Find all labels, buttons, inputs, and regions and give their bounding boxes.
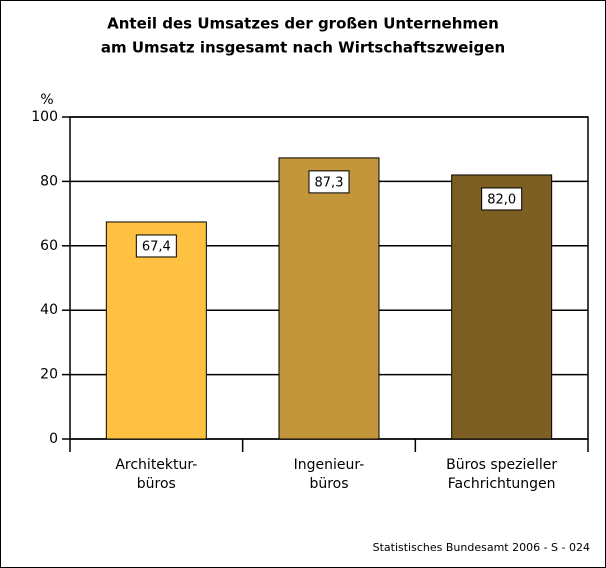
value-label: 67,4 bbox=[142, 239, 171, 254]
y-tick-label: 80 bbox=[40, 173, 58, 189]
x-tick-label: büros bbox=[309, 476, 348, 492]
value-label: 82,0 bbox=[487, 192, 516, 207]
x-tick-label: Architektur- bbox=[115, 457, 197, 473]
value-label-box bbox=[308, 170, 350, 194]
chart-title: am Umsatz insgesamt nach Wirtschaftszwei… bbox=[101, 39, 505, 57]
y-unit: % bbox=[40, 92, 53, 108]
bar bbox=[105, 221, 207, 440]
chart-title: Anteil des Umsatzes der großen Unternehm… bbox=[107, 15, 499, 33]
bar bbox=[278, 157, 380, 440]
y-tick-label: 100 bbox=[31, 109, 58, 125]
value-label: 87,3 bbox=[315, 175, 344, 190]
y-tick-label: 20 bbox=[40, 367, 58, 383]
y-tick-label: 0 bbox=[49, 431, 58, 447]
x-tick-label: büros bbox=[137, 476, 176, 492]
x-tick-label: Fachrichtungen bbox=[448, 476, 556, 492]
value-label-box bbox=[481, 187, 523, 211]
value-label-box bbox=[135, 234, 177, 258]
y-tick-label: 40 bbox=[40, 302, 58, 318]
x-tick-label: Ingenieur- bbox=[294, 457, 365, 473]
bar bbox=[451, 174, 553, 440]
y-tick-label: 60 bbox=[40, 238, 58, 254]
source: Statistisches Bundesamt 2006 - S - 024 bbox=[373, 541, 590, 554]
x-tick-label: Büros spezieller bbox=[446, 457, 557, 473]
